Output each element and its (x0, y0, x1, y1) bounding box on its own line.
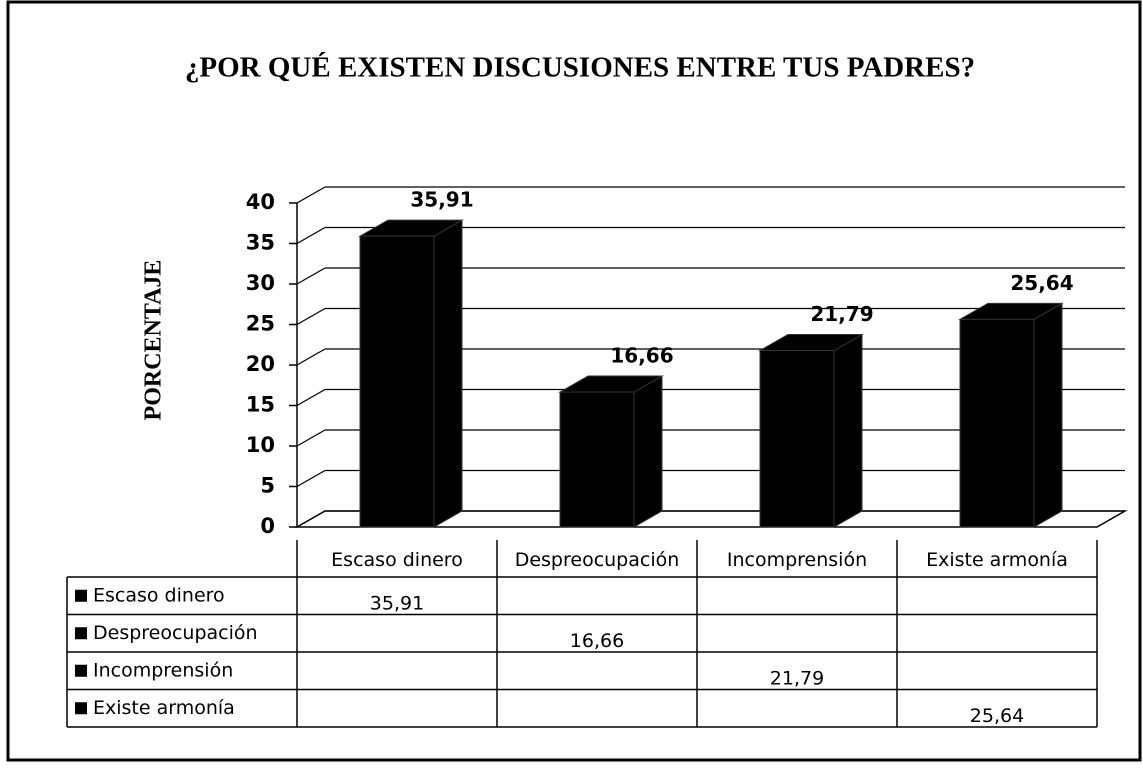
grid-line (296, 469, 326, 488)
table-cell: 21,79 (770, 667, 824, 689)
legend-key (75, 589, 87, 602)
grid-line (296, 429, 326, 447)
grid-line (296, 348, 326, 366)
chart-title: ¿POR QUÉ EXISTEN DISCUSIONES ENTRE TUS P… (185, 51, 975, 84)
bar (559, 391, 635, 528)
grid-line (296, 267, 326, 285)
value-label: 16,66 (610, 344, 673, 368)
y-tick-label: 35 (246, 231, 275, 255)
table-cell: 35,91 (370, 592, 424, 614)
value-label: 21,79 (810, 302, 873, 326)
x-tick-label: Existe armonía (926, 549, 1068, 571)
legend-key (75, 702, 87, 715)
bar-side (1033, 302, 1063, 528)
grid-line (296, 226, 326, 245)
table-cell: 16,66 (570, 630, 624, 652)
table-cell: 25,64 (970, 705, 1024, 727)
legend-label: Despreocupación (93, 622, 258, 644)
grid-line (296, 510, 326, 528)
x-tick-label: Escaso dinero (331, 549, 463, 571)
value-label: 35,91 (410, 188, 473, 212)
legend-label: Escaso dinero (93, 584, 225, 606)
y-tick-label: 10 (246, 433, 275, 457)
bar (759, 350, 835, 528)
grid-line (296, 388, 326, 407)
y-tick-label: 40 (246, 190, 275, 214)
legend-label: Existe armonía (93, 697, 235, 719)
y-tick-label: 20 (246, 352, 275, 376)
y-tick-label: 5 (260, 474, 275, 498)
y-tick-label: 30 (246, 271, 275, 295)
x-tick-label: Despreocupación (515, 549, 680, 571)
bar (959, 318, 1035, 528)
y-tick-label: 25 (246, 312, 275, 336)
grid-line (296, 186, 326, 204)
x-tick-label: Incomprensión (727, 549, 867, 571)
y-tick-label: 0 (260, 514, 275, 538)
y-tick-label: 15 (246, 393, 275, 417)
legend-key (75, 664, 87, 677)
grid-line (296, 307, 326, 326)
legend-key (75, 627, 87, 640)
legend-label: Incomprensión (93, 659, 233, 681)
bar-side (833, 333, 863, 528)
bar-side (633, 375, 663, 528)
frame (6, 0, 1142, 762)
bar (359, 235, 435, 528)
bar-side (433, 219, 463, 528)
value-label: 25,64 (1010, 271, 1073, 295)
y-axis-label: PORCENTAJE (141, 260, 167, 421)
